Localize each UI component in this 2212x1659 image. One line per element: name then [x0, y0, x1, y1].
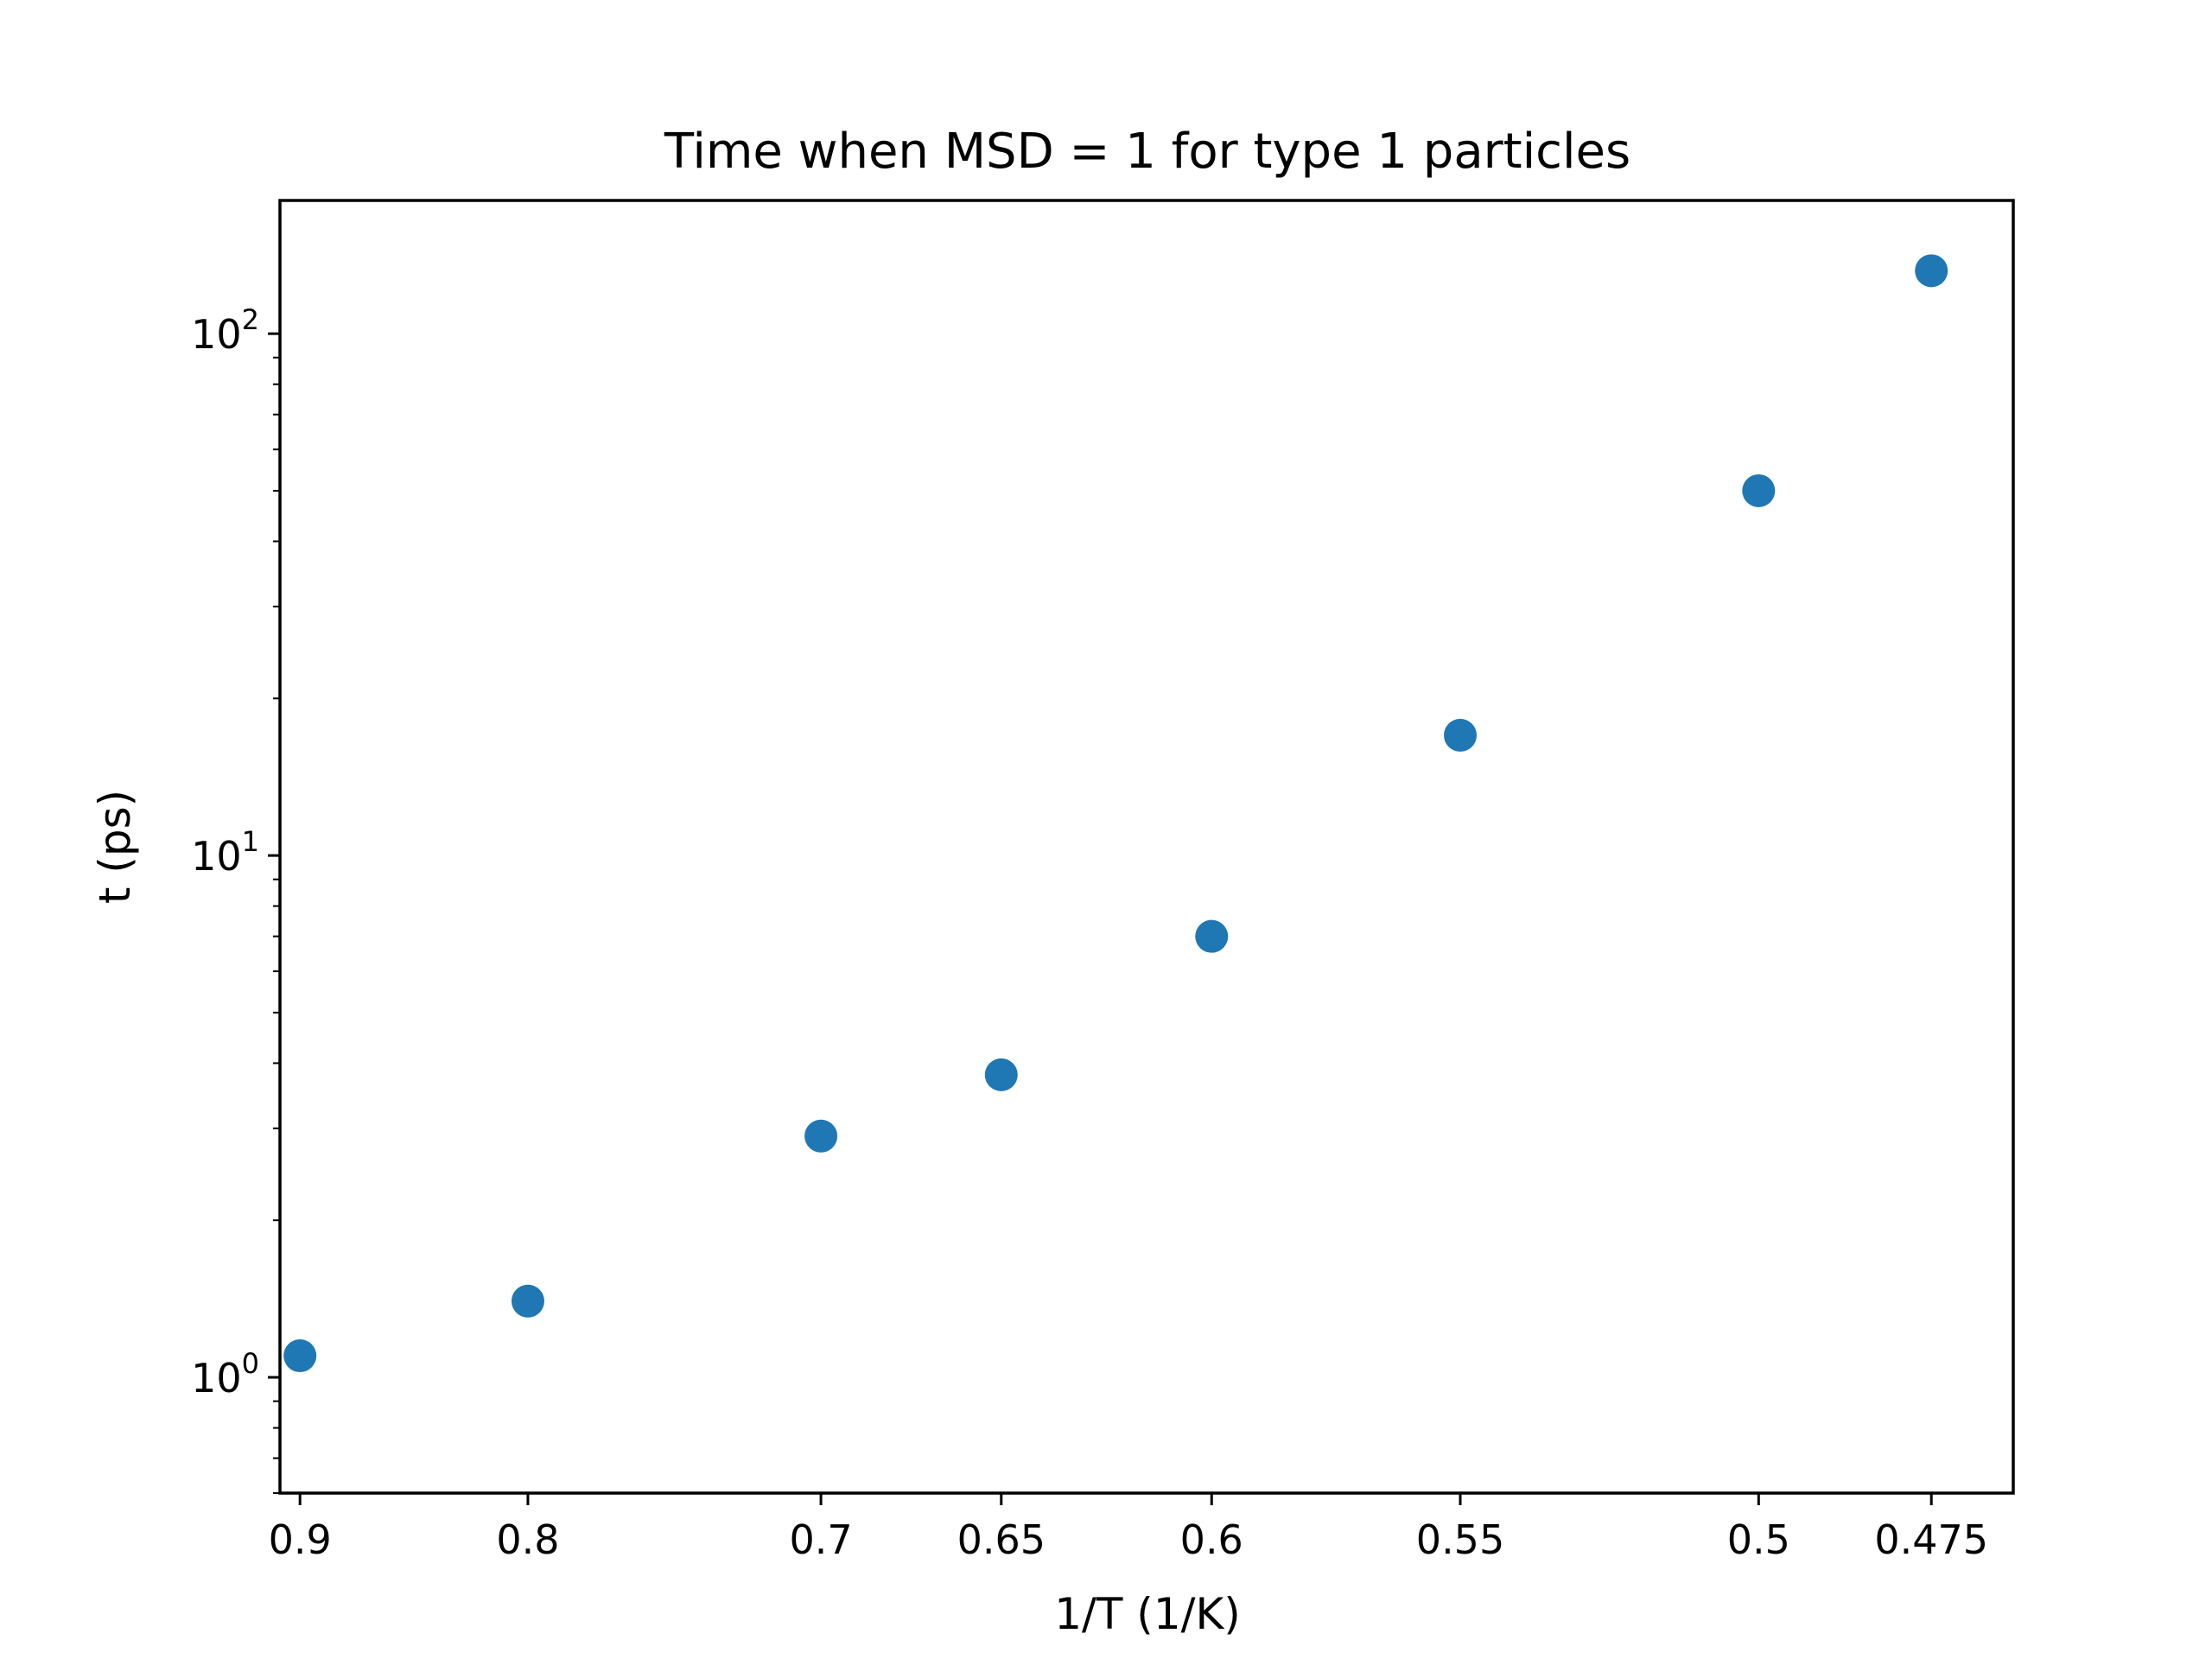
y-tick-base: 10 [191, 833, 242, 880]
x-tick-label: 0.9 [269, 1516, 332, 1563]
x-tick-label: 0.65 [957, 1516, 1046, 1563]
plot-frame [278, 199, 2015, 1495]
data-points [283, 254, 1948, 1373]
data-point-6 [1444, 718, 1478, 752]
y-tick-base: 10 [191, 311, 242, 358]
y-tick-exponent: 0 [242, 1347, 259, 1380]
data-point-3 [804, 1119, 838, 1153]
x-tick-label: 0.55 [1416, 1516, 1504, 1563]
data-point-2 [511, 1284, 544, 1318]
y-tick-label: 101 [191, 825, 259, 880]
y-axis-label: t (ps) [90, 790, 140, 904]
data-point-5 [1195, 919, 1229, 953]
chart-title: Time when MSD = 1 for type 1 particles [664, 124, 1630, 180]
x-tick-label: 0.475 [1874, 1516, 1988, 1563]
data-point-8 [1915, 254, 1948, 288]
x-tick-label: 0.8 [496, 1516, 559, 1563]
x-axis-label: 1/T (1/K) [1054, 1589, 1241, 1639]
data-point-7 [1742, 474, 1776, 507]
data-point-1 [283, 1339, 317, 1373]
y-tick-exponent: 1 [242, 825, 259, 858]
y-tick-label: 102 [191, 303, 259, 358]
y-tick-base: 10 [191, 1355, 242, 1402]
x-axis-ticks: 0.9 0.8 0.7 0.65 0.6 0.55 0.5 0.475 [269, 1493, 1988, 1563]
y-tick-exponent: 2 [242, 303, 259, 336]
data-point-4 [984, 1058, 1018, 1091]
y-tick-label: 100 [191, 1347, 259, 1402]
x-tick-label: 0.6 [1180, 1516, 1243, 1563]
x-tick-label: 0.7 [790, 1516, 853, 1563]
x-tick-label: 0.5 [1727, 1516, 1790, 1563]
